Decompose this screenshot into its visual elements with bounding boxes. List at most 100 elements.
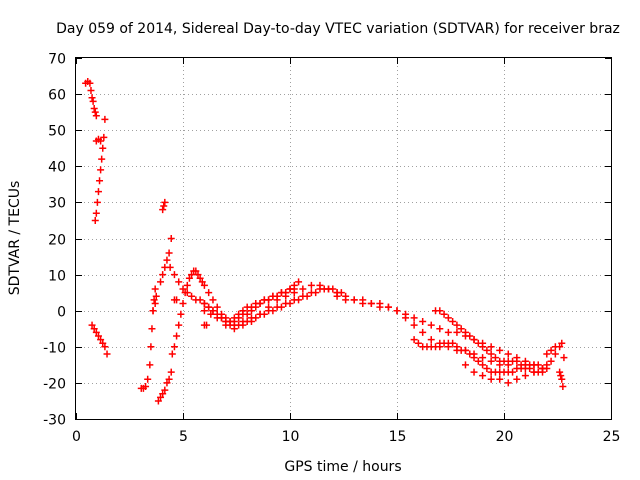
data-point <box>142 383 150 391</box>
data-point <box>402 310 410 318</box>
data-point <box>457 325 465 333</box>
data-point <box>161 198 169 206</box>
data-point <box>163 256 171 264</box>
data-point <box>316 281 324 289</box>
data-point <box>99 339 107 347</box>
data-point <box>89 97 97 105</box>
data-point <box>188 271 196 279</box>
data-point <box>149 307 157 315</box>
data-point <box>185 274 193 282</box>
data-point <box>96 177 104 185</box>
series-segment-20 <box>560 354 568 362</box>
data-points <box>82 77 568 405</box>
data-point <box>461 328 469 336</box>
data-point <box>167 368 175 376</box>
data-point <box>97 336 105 344</box>
data-point <box>200 299 208 307</box>
data-point <box>534 361 542 369</box>
data-point <box>159 206 167 214</box>
data-point <box>97 166 105 174</box>
data-point <box>99 144 107 152</box>
data-point <box>222 321 230 329</box>
data-point <box>559 383 567 391</box>
data-point <box>290 281 298 289</box>
data-point <box>101 343 109 351</box>
data-point <box>333 292 341 300</box>
data-point <box>470 354 478 362</box>
x-tick-label: 15 <box>389 429 407 445</box>
plot-border <box>75 57 612 420</box>
data-point <box>94 188 102 196</box>
y-tick-label: 30 <box>48 196 66 212</box>
data-point <box>209 296 217 304</box>
data-point <box>100 133 108 141</box>
data-point <box>92 112 100 120</box>
data-point <box>159 271 167 279</box>
y-tick-label: 50 <box>48 124 66 140</box>
data-point <box>161 386 169 394</box>
data-point <box>479 354 487 362</box>
series-segment-17 <box>461 361 547 387</box>
data-point <box>207 310 215 318</box>
data-point <box>491 354 499 362</box>
data-point <box>192 267 200 275</box>
data-point <box>547 357 555 365</box>
data-point <box>558 375 566 383</box>
data-point <box>230 325 238 333</box>
data-point <box>213 303 221 311</box>
data-point <box>350 296 358 304</box>
data-point <box>436 325 444 333</box>
data-point <box>479 361 487 369</box>
data-point <box>440 310 448 318</box>
y-tick-label: -30 <box>43 413 66 429</box>
data-point <box>179 299 187 307</box>
data-point <box>165 249 173 257</box>
x-tick-label: 0 <box>72 429 81 445</box>
data-point <box>410 314 418 322</box>
data-point <box>91 108 99 116</box>
data-point <box>286 285 294 293</box>
data-point <box>414 339 422 347</box>
data-point <box>295 296 303 304</box>
data-point <box>159 390 167 398</box>
data-point <box>376 303 384 311</box>
data-point <box>521 372 529 380</box>
data-point <box>97 137 105 145</box>
data-point <box>521 361 529 369</box>
data-point <box>101 115 109 123</box>
data-point <box>557 372 565 380</box>
data-point <box>194 271 202 279</box>
data-point <box>556 368 564 376</box>
series-segment-19 <box>556 368 567 391</box>
data-point <box>325 285 333 293</box>
data-point <box>200 307 208 315</box>
x-tick-label: 20 <box>496 429 514 445</box>
data-point <box>151 285 159 293</box>
y-tick-label: 60 <box>48 88 66 104</box>
data-point <box>384 303 392 311</box>
data-point <box>256 299 264 307</box>
data-point <box>91 216 99 224</box>
data-point <box>513 375 521 383</box>
data-point <box>282 292 290 300</box>
data-point <box>436 307 444 315</box>
data-point <box>449 339 457 347</box>
data-point <box>466 350 474 358</box>
data-point <box>183 281 191 289</box>
data-point <box>247 303 255 311</box>
data-point <box>487 357 495 365</box>
data-point <box>90 105 98 113</box>
data-point <box>474 339 482 347</box>
data-point <box>393 307 401 315</box>
data-point <box>205 303 213 311</box>
data-point <box>299 285 307 293</box>
data-point <box>307 281 315 289</box>
y-tick-label: 70 <box>48 52 66 68</box>
x-tick-label: 10 <box>282 429 300 445</box>
y-tick-label: 40 <box>48 160 66 176</box>
data-point <box>179 285 187 293</box>
data-point <box>539 364 547 372</box>
data-point <box>177 310 185 318</box>
data-point <box>530 368 538 376</box>
